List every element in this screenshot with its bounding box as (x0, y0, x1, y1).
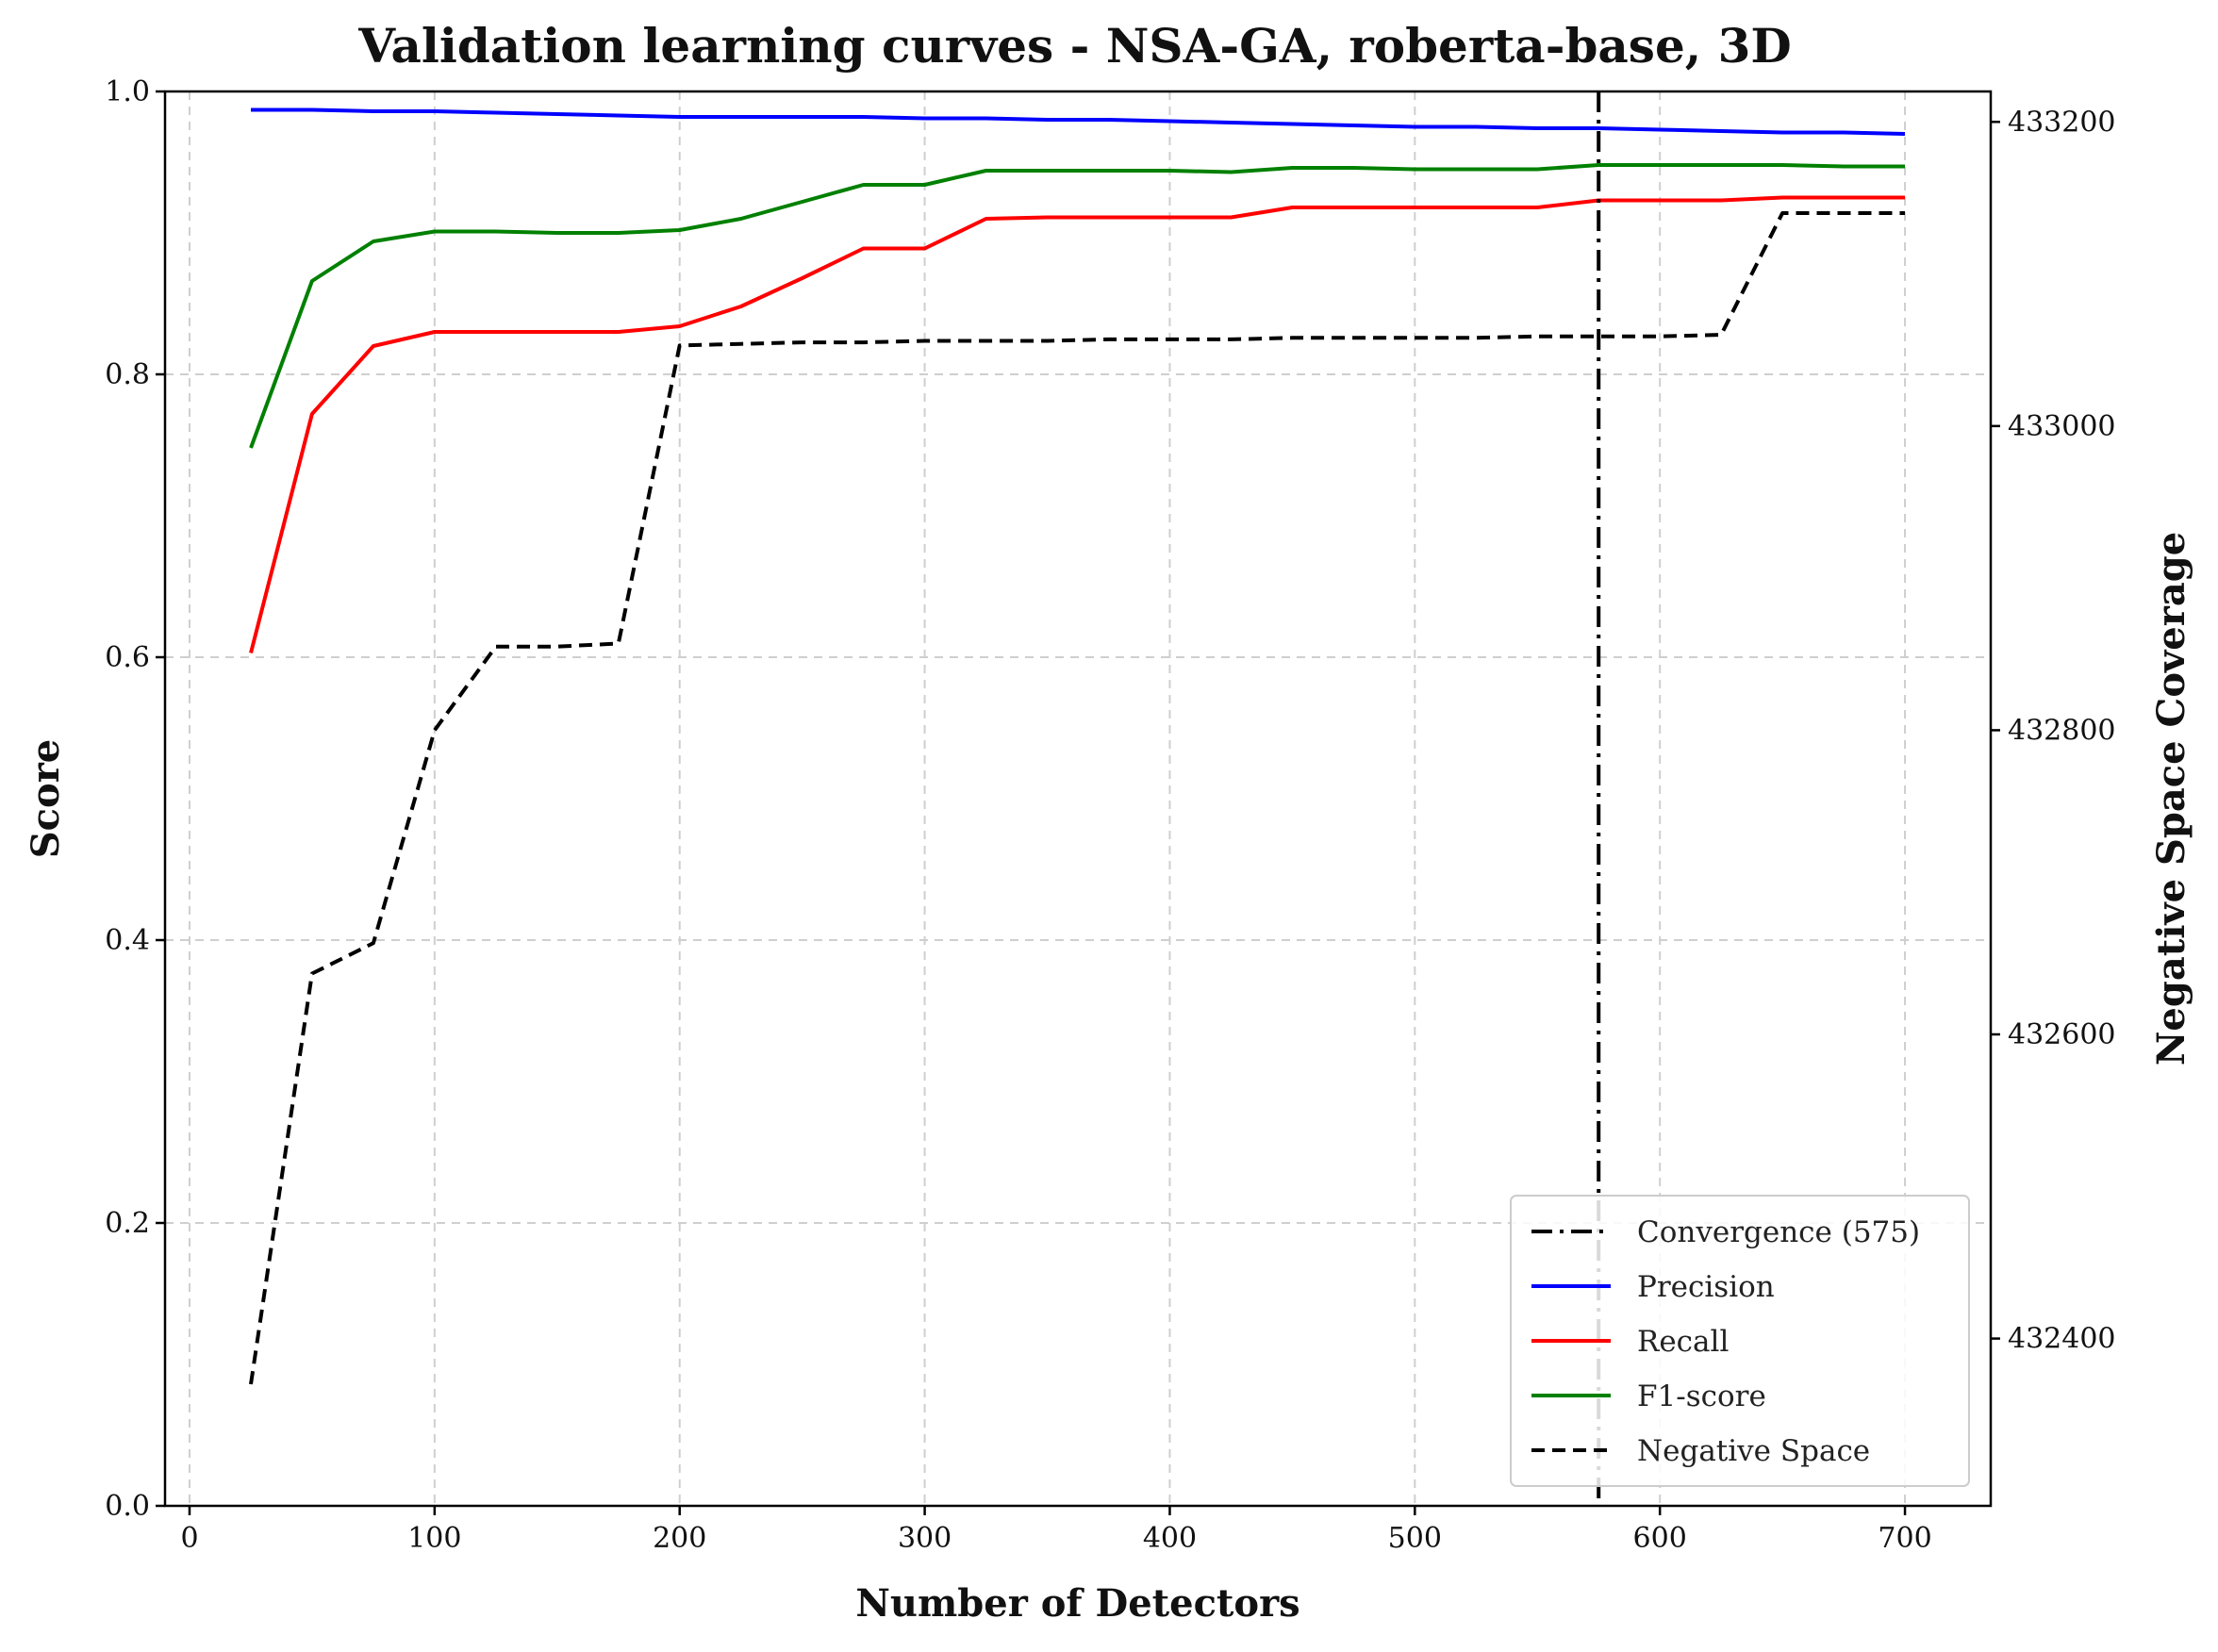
x-axis-label: Number of Detectors (855, 1581, 1299, 1626)
x-tick-label: 400 (1143, 1522, 1197, 1555)
legend-box (1510, 1195, 1970, 1487)
x-tick-label: 200 (653, 1522, 706, 1555)
recall-line (249, 195, 1905, 653)
plot-frame (163, 90, 1993, 1508)
y-tick-label: 0.0 (105, 1490, 150, 1523)
y-tick-label: 1.0 (105, 75, 150, 108)
f1-score-line (249, 163, 1905, 449)
y2-axis-label: Negative Space Coverage (2149, 532, 2193, 1066)
y2-tick-label: 432800 (2008, 714, 2116, 747)
x-tick-label: 700 (1878, 1522, 1931, 1555)
legend-negative-space-label: Negative Space (1637, 1434, 1870, 1468)
tick-layer: 0 100 200 300 400 500 600 700 0.0 0.2 0.4 0.6 0.8 1.0… (105, 75, 2115, 1555)
y-tick-label: 0.6 (105, 641, 150, 674)
legend-recall-label: Recall (1637, 1325, 1729, 1359)
y-tick-label: 0.8 (105, 358, 150, 391)
x-tick-label: 100 (407, 1522, 461, 1555)
y2-tick-label: 432600 (2008, 1018, 2116, 1051)
x-tick-label: 300 (898, 1522, 952, 1555)
x-tick-label: 600 (1633, 1522, 1687, 1555)
y2-tick-label: 433200 (2008, 106, 2116, 139)
precision-line (251, 107, 1906, 136)
chart-title: Validation learning curves - NSA-GA, rob… (357, 18, 1791, 74)
y-tick-label: 0.2 (105, 1207, 150, 1240)
legend-items: Convergence (575) Precision Recall F1-score… (1531, 1215, 1920, 1468)
y-tick-label: 0.4 (105, 924, 150, 957)
x-tick-label: 500 (1388, 1522, 1442, 1555)
legend-convergence-label: Convergence (575) (1637, 1215, 1920, 1249)
y2-tick-label: 432400 (2008, 1323, 2116, 1356)
y2-tick-label: 433000 (2008, 410, 2116, 443)
negative-space-line (249, 211, 1905, 1385)
x-tick-label: 0 (180, 1522, 198, 1555)
y-axis-label: Score (24, 739, 68, 858)
legend: Convergence (575) Precision Recall F1-score… (1510, 1195, 1970, 1487)
legend-f1-score-label: F1-score (1637, 1379, 1766, 1413)
legend-precision-label: Precision (1637, 1270, 1775, 1304)
